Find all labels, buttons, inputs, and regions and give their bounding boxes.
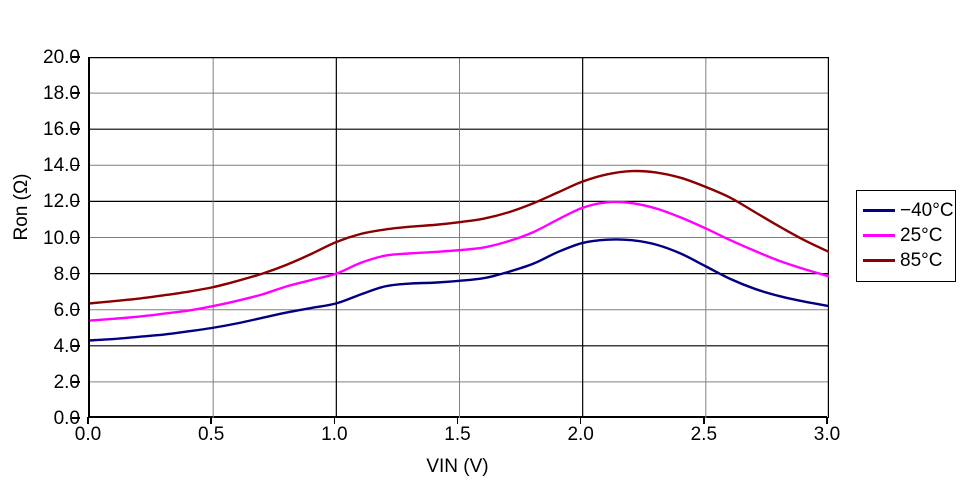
y-tick-label: 10.0 bbox=[43, 227, 80, 249]
x-tick-mark bbox=[826, 417, 828, 424]
x-tick-mark bbox=[456, 417, 459, 424]
x-tick-label: 2.0 bbox=[567, 424, 594, 445]
y-tick-label: 20.0 bbox=[43, 47, 80, 68]
x-tick-label: 1.5 bbox=[444, 424, 471, 445]
y-tick-mark bbox=[72, 200, 80, 203]
y-tick-label: 18.0 bbox=[43, 83, 80, 105]
y-tick-label: 2.0 bbox=[53, 371, 80, 393]
legend-swatch-icon bbox=[863, 209, 895, 212]
y-tick-mark bbox=[72, 236, 80, 239]
x-tick-mark bbox=[703, 417, 705, 424]
y-tick-mark bbox=[72, 128, 80, 130]
plot-area bbox=[88, 57, 829, 418]
x-tick-mark bbox=[87, 417, 89, 424]
legend-item-label: 25°C bbox=[900, 225, 943, 246]
y-tick-mark bbox=[72, 164, 80, 167]
legend-item[interactable]: −40°C bbox=[863, 198, 954, 223]
chart-legend: −40°C 25°C 85°C bbox=[856, 190, 956, 282]
y-tick-label: 4.0 bbox=[53, 335, 80, 357]
x-tick-label: 0.5 bbox=[197, 424, 225, 445]
legend-item-label: −40°C bbox=[900, 200, 954, 221]
legend-item[interactable]: 25°C bbox=[863, 223, 949, 248]
x-tick-label: 2.5 bbox=[690, 424, 718, 445]
legend-swatch-icon bbox=[863, 259, 895, 262]
y-tick-mark bbox=[72, 417, 80, 419]
y-tick-label: 8.0 bbox=[53, 263, 80, 285]
x-tick-mark bbox=[333, 417, 336, 424]
y-axis-tick-labels: 0.0 2.0 4.0 6.0 8.0 10.0 12.0 14.0 16.0 18.0 20.0 bbox=[0, 48, 80, 428]
y-tick-label: 16.0 bbox=[43, 119, 80, 141]
x-tick-label: 1.0 bbox=[321, 424, 348, 445]
y-tick-mark bbox=[72, 92, 80, 94]
y-tick-mark bbox=[72, 56, 80, 58]
x-axis-tick-labels: 0.0 0.5 1.0 1.5 2.0 2.5 3.0 bbox=[75, 417, 840, 450]
series-line-1 bbox=[90, 200, 829, 322]
y-tick-mark bbox=[72, 381, 80, 383]
legend-item-label: 85°C bbox=[900, 250, 943, 271]
y-tick-mark bbox=[72, 345, 80, 347]
series-line-2 bbox=[90, 169, 829, 305]
y-tick-label: 14.0 bbox=[43, 155, 80, 177]
x-tick-label: 0.0 bbox=[74, 424, 102, 445]
y-tick-label: 6.0 bbox=[53, 299, 80, 321]
x-tick-mark bbox=[579, 417, 582, 424]
series-line-0 bbox=[90, 238, 829, 342]
x-tick-label: 3.0 bbox=[813, 424, 841, 445]
x-axis-title: VIN (V) bbox=[426, 456, 489, 477]
x-tick-mark bbox=[210, 417, 212, 424]
plot-svg bbox=[90, 57, 829, 418]
y-tick-label: 12.0 bbox=[43, 191, 80, 213]
y-tick-mark bbox=[72, 308, 80, 311]
legend-item[interactable]: 85°C bbox=[863, 248, 949, 273]
y-tick-label: 0.0 bbox=[53, 408, 80, 429]
y-tick-mark bbox=[72, 272, 80, 275]
legend-swatch-icon bbox=[863, 234, 895, 237]
